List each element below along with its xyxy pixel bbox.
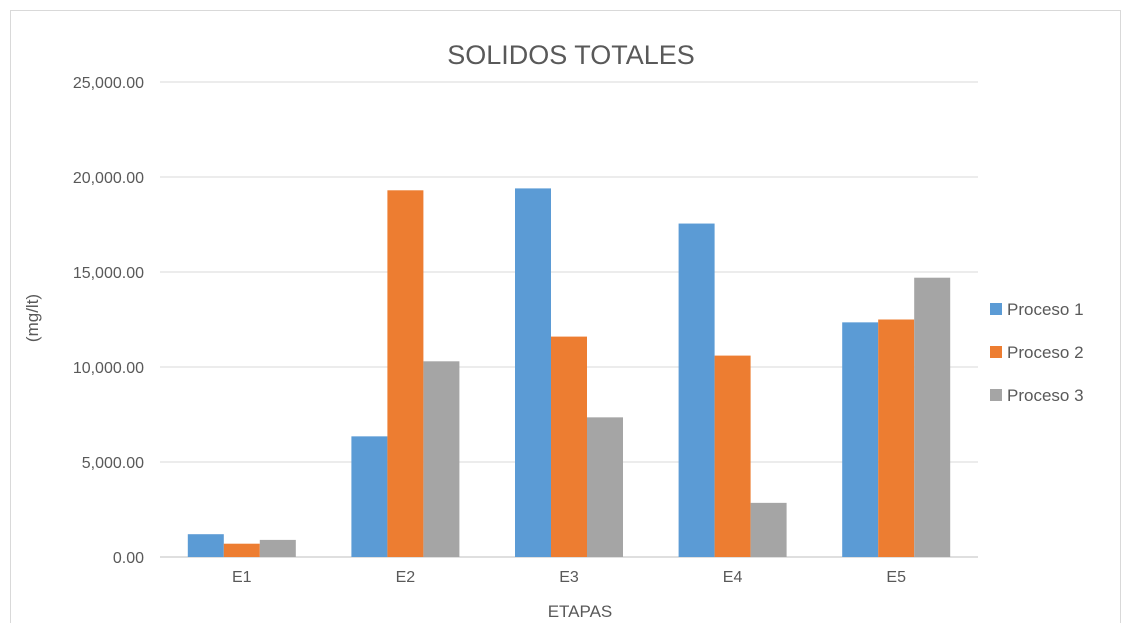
y-tick-label: 20,000.00 bbox=[73, 170, 144, 187]
y-tick-label: 15,000.00 bbox=[73, 265, 144, 282]
legend-label: Proceso 3 bbox=[1007, 386, 1084, 405]
bar-proceso-3-e1 bbox=[259, 539, 296, 557]
bar-proceso-3-e4 bbox=[750, 502, 787, 557]
legend-label: Proceso 1 bbox=[1007, 300, 1084, 319]
x-tick-label: E4 bbox=[723, 569, 743, 586]
x-axis-title: ETAPAS bbox=[548, 602, 613, 621]
x-tick-label: E2 bbox=[396, 569, 416, 586]
legend: Proceso 1 Proceso 2 Proceso 3 bbox=[990, 300, 1084, 405]
x-tick-label: E1 bbox=[232, 569, 252, 586]
bar-proceso-1-e5 bbox=[842, 322, 879, 557]
bar-proceso-3-e3 bbox=[587, 417, 623, 557]
bar-proceso-1-e3 bbox=[515, 188, 551, 557]
x-tick-label: E5 bbox=[886, 569, 906, 586]
bar-proceso-3-e5 bbox=[914, 277, 951, 557]
bar-proceso-3-e2 bbox=[423, 361, 460, 557]
bar-proceso-2-e4 bbox=[714, 355, 751, 557]
legend-swatch bbox=[990, 389, 1002, 401]
bar-proceso-2-e3 bbox=[551, 336, 587, 557]
y-tick-label: 10,000.00 bbox=[73, 360, 144, 377]
chart-title: SOLIDOS TOTALES bbox=[447, 40, 695, 70]
y-tick-label: 0.00 bbox=[113, 550, 144, 567]
y-tick-label: 5,000.00 bbox=[82, 455, 144, 472]
bar-proceso-1-e1 bbox=[187, 534, 224, 557]
y-tick-labels: 0.00 5,000.00 10,000.00 15,000.00 20,000.00 2… bbox=[73, 75, 144, 567]
bar-proceso-2-e1 bbox=[223, 543, 260, 557]
bar-proceso-2-e5 bbox=[878, 319, 915, 557]
bar-proceso-1-e4 bbox=[678, 223, 715, 558]
y-tick-label: 25,000.00 bbox=[73, 75, 144, 92]
legend-swatch bbox=[990, 303, 1002, 315]
y-axis-title: (mg/lt) bbox=[23, 294, 42, 342]
legend-swatch bbox=[990, 346, 1002, 358]
bar-proceso-1-e2 bbox=[351, 436, 388, 557]
chart-frame bbox=[10, 10, 1121, 623]
bars bbox=[187, 188, 951, 558]
bar-proceso-2-e2 bbox=[387, 190, 424, 558]
x-tick-label: E3 bbox=[559, 569, 579, 586]
legend-label: Proceso 2 bbox=[1007, 343, 1084, 362]
x-tick-labels: E1 E2 E3 E4 E5 bbox=[232, 569, 906, 586]
